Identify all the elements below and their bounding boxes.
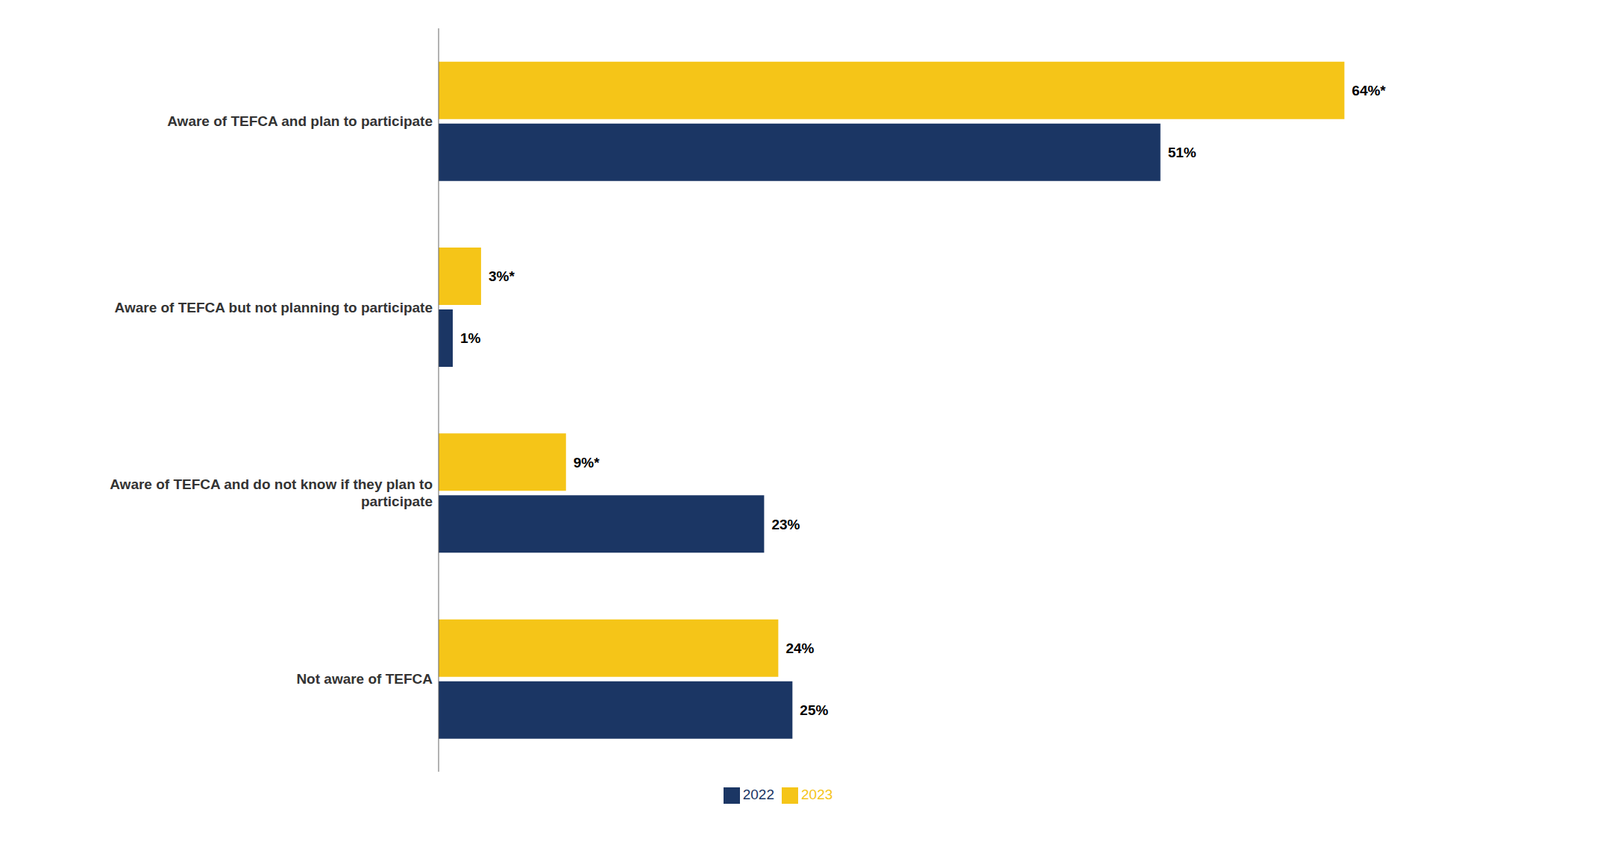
html-text:2022: 2022 [742,786,775,803]
svg-text:Aware of TEFCA but not plannin: Aware of TEFCA but not planning to parti… [114,299,433,316]
html-text:2023: 2023 [801,786,833,803]
svg-text:23%: 23% [771,516,800,533]
svg-text:24%: 24% [785,640,814,657]
svg-text:1%: 1% [460,330,482,347]
svg-text:3%*: 3%* [488,268,515,285]
svg-text:25%: 25% [799,702,828,719]
svg-text:9%*: 9%* [573,455,600,471]
svg-text:Aware of TEFCA and plan to par: Aware of TEFCA and plan to participate [167,113,433,130]
svg-text:Aware of TEFCA and do not know: Aware of TEFCA and do not know if they p… [109,476,433,510]
svg-text:Not aware of TEFCA: Not aware of TEFCA [296,671,433,687]
svg-text:64%*: 64%* [1351,82,1386,99]
svg-text:51%: 51% [1168,144,1197,161]
